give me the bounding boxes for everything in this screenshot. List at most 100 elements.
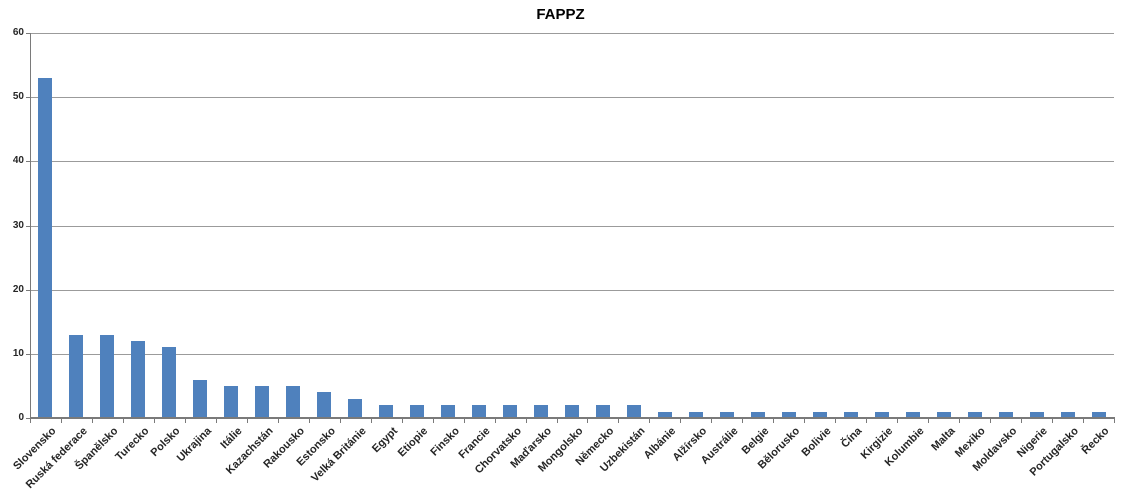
bar <box>317 392 332 418</box>
x-axis-tick <box>742 419 744 423</box>
bar <box>410 405 425 418</box>
x-axis-tick-label: Turecko <box>113 425 152 464</box>
gridline <box>30 289 1114 291</box>
bar <box>565 405 579 418</box>
y-axis-tick <box>26 33 30 34</box>
bar <box>657 411 672 418</box>
x-axis-tick-label: Bolivie <box>799 425 834 459</box>
y-axis-tick <box>26 418 30 419</box>
x-axis-tick <box>1114 419 1115 423</box>
x-axis-tick <box>587 419 589 423</box>
x-axis-tick <box>1083 419 1085 423</box>
x-axis-tick <box>370 419 372 423</box>
bar <box>224 385 239 418</box>
bar <box>379 405 394 418</box>
x-axis-tick-label: Čína <box>838 425 865 451</box>
x-axis-tick <box>1021 419 1023 423</box>
bar <box>719 411 734 418</box>
y-axis-tick <box>26 353 30 355</box>
bar <box>595 405 610 418</box>
bar <box>534 405 549 418</box>
x-axis-tick <box>649 419 651 423</box>
bar <box>812 411 827 418</box>
x-axis-tick <box>525 419 527 423</box>
bar <box>750 411 765 418</box>
x-axis-tick <box>556 419 558 423</box>
bar <box>967 411 982 418</box>
x-axis-tick <box>339 419 341 423</box>
x-axis-tick-label: Řecko <box>1080 425 1113 457</box>
bar <box>503 405 518 418</box>
x-axis-line <box>30 417 1115 419</box>
gridline <box>30 353 1114 355</box>
bar <box>38 77 53 418</box>
y-axis-line <box>30 33 31 418</box>
bar <box>348 398 363 418</box>
y-axis-tick-label: 50 <box>12 91 24 103</box>
gridline <box>30 225 1114 227</box>
y-axis-tick-label: 40 <box>12 155 24 167</box>
bar <box>193 379 208 418</box>
bar <box>998 411 1013 418</box>
x-axis-tick <box>680 419 682 423</box>
x-axis-tick <box>246 419 248 423</box>
bar <box>905 411 920 418</box>
x-axis-tick <box>277 419 279 423</box>
bar <box>843 411 858 418</box>
gridline <box>30 161 1114 163</box>
y-axis-tick <box>26 97 30 99</box>
bar <box>1091 411 1106 418</box>
x-axis-tick <box>835 419 837 423</box>
gridline <box>30 97 1114 99</box>
y-axis-tick <box>26 289 30 291</box>
bar <box>936 411 951 418</box>
x-axis-tick <box>618 419 620 423</box>
x-axis-tick <box>959 419 961 423</box>
y-axis-tick-label: 0 <box>18 412 24 423</box>
x-axis-tick <box>773 419 775 423</box>
x-axis-tick <box>122 419 124 423</box>
x-axis-tick <box>897 419 899 423</box>
chart-title: FAPPZ <box>536 6 585 23</box>
gridline <box>30 33 1114 34</box>
bar <box>69 334 84 418</box>
bar <box>472 405 487 418</box>
bar <box>131 341 146 418</box>
bar <box>626 405 641 418</box>
x-axis-tick-label: Velká Británie <box>309 425 369 485</box>
x-axis-tick <box>184 419 186 423</box>
bar <box>688 411 703 418</box>
bar <box>255 385 270 418</box>
x-axis-tick <box>30 419 31 423</box>
x-axis-tick <box>711 419 713 423</box>
x-axis-tick-label: Etiopie <box>396 425 431 460</box>
bar <box>1029 411 1044 418</box>
x-axis-tick <box>804 419 806 423</box>
y-axis-tick-label: 10 <box>12 347 24 359</box>
x-axis-tick <box>308 419 310 423</box>
x-axis-tick <box>494 419 496 423</box>
y-axis-tick <box>26 225 30 227</box>
bar <box>441 405 456 418</box>
bar <box>781 411 796 418</box>
y-axis-tick <box>26 161 30 163</box>
x-axis-tick <box>91 419 93 423</box>
x-axis-tick <box>215 419 217 423</box>
bar <box>1060 411 1075 418</box>
x-axis-tick <box>1052 419 1054 423</box>
y-axis-tick-label: 60 <box>12 27 24 38</box>
x-axis-tick <box>463 419 465 423</box>
x-axis-tick <box>432 419 434 423</box>
x-axis-tick <box>60 419 62 423</box>
x-axis-tick <box>990 419 992 423</box>
bar <box>286 385 301 418</box>
x-axis-tick-label: Itálie <box>218 425 245 452</box>
y-axis-tick-label: 30 <box>12 219 24 231</box>
x-axis-tick <box>401 419 403 423</box>
x-axis-tick <box>153 419 155 423</box>
bar <box>874 411 889 418</box>
x-axis-tick <box>928 419 930 423</box>
bar <box>100 334 115 418</box>
bar <box>162 347 177 418</box>
